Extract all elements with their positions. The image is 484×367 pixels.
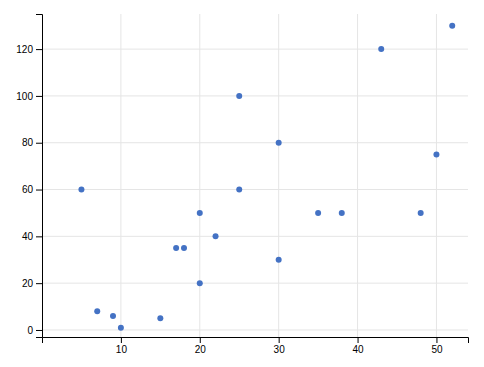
x-axis-line <box>43 338 469 344</box>
point <box>197 280 203 286</box>
y-tick-mark <box>36 330 42 331</box>
y-tick-label: 80 <box>22 137 34 148</box>
point <box>213 233 219 239</box>
point <box>118 325 124 331</box>
y-tick-mark <box>36 190 42 191</box>
y-tick-mark <box>36 236 42 237</box>
x-tick-mark <box>279 337 280 343</box>
grid-line-x <box>278 14 279 337</box>
grid-line-y <box>42 142 468 143</box>
y-axis: 0 20 40 60 80 100 120 <box>16 15 42 338</box>
point <box>433 151 439 157</box>
y-tick-label: 60 <box>22 184 34 195</box>
grid <box>42 14 468 337</box>
grid-line-y <box>42 283 468 284</box>
x-tick: 20 <box>195 337 207 355</box>
x-tick-mark <box>358 337 359 343</box>
grid-line-x <box>199 14 200 337</box>
y-tick-mark <box>36 49 42 50</box>
x-tick-mark <box>200 337 201 343</box>
x-tick-mark <box>436 337 437 343</box>
point <box>339 210 345 216</box>
point <box>94 308 100 314</box>
point <box>449 23 455 29</box>
y-tick-label: 100 <box>16 91 33 102</box>
y-tick-label: 0 <box>27 325 33 336</box>
y-tick-label: 40 <box>22 231 34 242</box>
grid-line-x <box>357 14 358 337</box>
points <box>78 23 455 331</box>
chart-svg: 10 20 30 40 50 0 20 40 60 80 100 120 <box>0 0 484 367</box>
x-tick-label: 30 <box>274 344 286 355</box>
y-tick-label: 120 <box>16 44 33 55</box>
grid-line-x <box>436 14 437 337</box>
x-tick-label: 50 <box>431 344 443 355</box>
y-tick: 80 <box>22 137 42 148</box>
point <box>315 210 321 216</box>
grid-line-x <box>120 14 121 337</box>
grid-line-y <box>42 49 468 50</box>
point <box>181 245 187 251</box>
y-tick-mark <box>36 143 42 144</box>
x-tick-label: 40 <box>352 344 364 355</box>
point <box>418 210 424 216</box>
x-tick: 10 <box>116 337 128 355</box>
grid-line-y <box>42 189 468 190</box>
point <box>157 315 163 321</box>
y-tick-label: 20 <box>22 278 34 289</box>
y-tick: 120 <box>16 44 42 55</box>
point <box>276 140 282 146</box>
grid-line-y <box>42 329 468 330</box>
y-tick: 100 <box>16 91 42 102</box>
y-tick: 40 <box>22 231 42 242</box>
point <box>110 313 116 319</box>
x-axis: 10 20 30 40 50 <box>43 337 469 355</box>
point <box>378 46 384 52</box>
point <box>78 187 84 193</box>
point <box>236 187 242 193</box>
x-tick-label: 20 <box>195 344 207 355</box>
plot: 10 20 30 40 50 0 20 40 60 80 100 120 <box>16 14 468 355</box>
y-tick-mark <box>36 96 42 97</box>
grid-line-y <box>42 95 468 96</box>
x-tick: 30 <box>274 337 286 355</box>
x-tick-mark <box>121 337 122 343</box>
point <box>173 245 179 251</box>
point <box>236 93 242 99</box>
y-tick: 60 <box>22 184 42 195</box>
x-tick-label: 10 <box>116 344 128 355</box>
x-tick: 40 <box>352 337 364 355</box>
point <box>276 257 282 263</box>
y-tick-mark <box>36 283 42 284</box>
x-tick: 50 <box>431 337 443 355</box>
y-axis-line <box>36 15 43 338</box>
y-tick: 20 <box>22 278 42 289</box>
grid-line-y <box>42 236 468 237</box>
point <box>197 210 203 216</box>
chart-container: 10 20 30 40 50 0 20 40 60 80 100 120 <box>0 0 484 367</box>
y-tick: 0 <box>27 325 42 336</box>
